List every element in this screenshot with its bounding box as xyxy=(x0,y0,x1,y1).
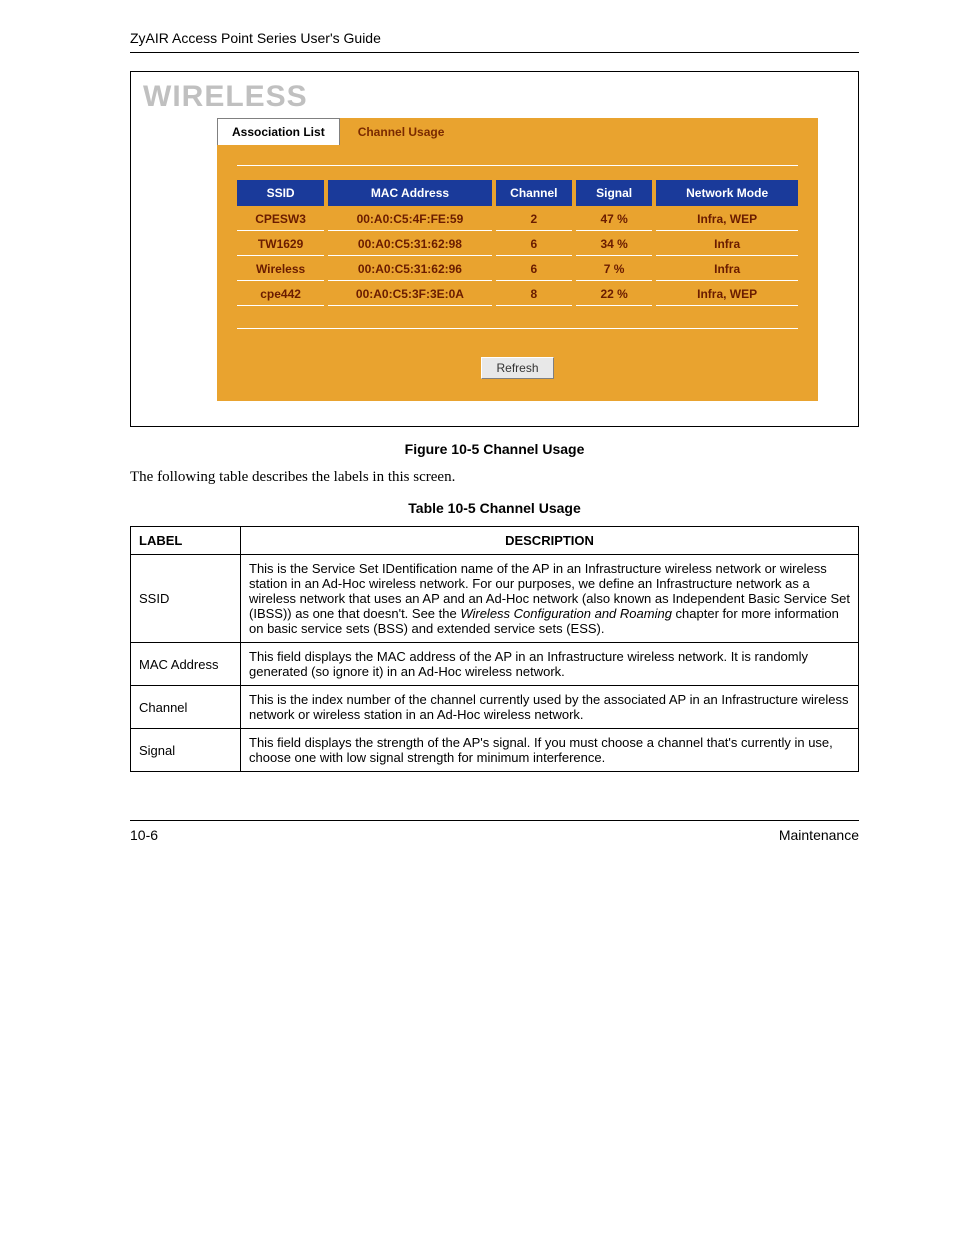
col-mac: MAC Address xyxy=(328,180,492,206)
cell-ssid: CPESW3 xyxy=(237,208,324,231)
figure-caption: Figure 10-5 Channel Usage xyxy=(130,441,859,457)
cell-signal: 7 % xyxy=(576,258,652,281)
cell-signal: 34 % xyxy=(576,233,652,256)
table-row: CPESW3 00:A0:C5:4F:FE:59 2 47 % Infra, W… xyxy=(237,208,798,231)
table-header-row: SSID MAC Address Channel Signal Network … xyxy=(237,180,798,206)
page-footer: 10-6 Maintenance xyxy=(130,820,859,843)
cell-mac: 00:A0:C5:31:62:96 xyxy=(328,258,492,281)
cell-mac: 00:A0:C5:4F:FE:59 xyxy=(328,208,492,231)
tab-association-list[interactable]: Association List xyxy=(217,118,340,145)
channel-usage-table: SSID MAC Address Channel Signal Network … xyxy=(233,178,802,308)
cell-channel: 6 xyxy=(496,258,572,281)
page-number: 10-6 xyxy=(130,827,158,843)
cell-channel: 8 xyxy=(496,283,572,306)
cell-ssid: TW1629 xyxy=(237,233,324,256)
col-signal: Signal xyxy=(576,180,652,206)
cell-description: This field displays the strength of the … xyxy=(241,729,859,772)
cell-channel: 2 xyxy=(496,208,572,231)
cell-signal: 47 % xyxy=(576,208,652,231)
table-row: cpe442 00:A0:C5:3F:3E:0A 8 22 % Infra, W… xyxy=(237,283,798,306)
cell-mode: Infra, WEP xyxy=(656,208,798,231)
table-row: Wireless 00:A0:C5:31:62:96 6 7 % Infra xyxy=(237,258,798,281)
cell-channel: 6 xyxy=(496,233,572,256)
cell-mac: 00:A0:C5:31:62:98 xyxy=(328,233,492,256)
divider xyxy=(237,165,798,166)
cell-mode: Infra xyxy=(656,233,798,256)
col-ssid: SSID xyxy=(237,180,324,206)
cell-description: This is the index number of the channel … xyxy=(241,686,859,729)
cell-label: SSID xyxy=(131,555,241,643)
intro-text: The following table describes the labels… xyxy=(130,469,859,486)
cell-description: This is the Service Set IDentification n… xyxy=(241,555,859,643)
table-row: MAC Address This field displays the MAC … xyxy=(131,643,859,686)
cell-signal: 22 % xyxy=(576,283,652,306)
divider xyxy=(237,328,798,329)
cell-ssid: Wireless xyxy=(237,258,324,281)
col-mode: Network Mode xyxy=(656,180,798,206)
table-header-row: LABEL DESCRIPTION xyxy=(131,527,859,555)
cell-description: This field displays the MAC address of t… xyxy=(241,643,859,686)
page-header: ZyAIR Access Point Series User's Guide xyxy=(130,30,859,53)
table-caption: Table 10-5 Channel Usage xyxy=(130,500,859,516)
refresh-button[interactable]: Refresh xyxy=(481,357,553,379)
cell-label: Signal xyxy=(131,729,241,772)
col-channel: Channel xyxy=(496,180,572,206)
tab-channel-usage[interactable]: Channel Usage xyxy=(344,119,459,145)
table-row: Signal This field displays the strength … xyxy=(131,729,859,772)
tabs: Association List Channel Usage xyxy=(217,118,818,145)
col-description: DESCRIPTION xyxy=(241,527,859,555)
col-label: LABEL xyxy=(131,527,241,555)
cell-label: MAC Address xyxy=(131,643,241,686)
cell-label: Channel xyxy=(131,686,241,729)
cell-mode: Infra xyxy=(656,258,798,281)
wireless-heading: WIRELESS xyxy=(143,80,858,114)
table-row: TW1629 00:A0:C5:31:62:98 6 34 % Infra xyxy=(237,233,798,256)
table-row: Channel This is the index number of the … xyxy=(131,686,859,729)
section-name: Maintenance xyxy=(779,827,859,843)
cell-mode: Infra, WEP xyxy=(656,283,798,306)
description-table: LABEL DESCRIPTION SSID This is the Servi… xyxy=(130,526,859,772)
cell-mac: 00:A0:C5:3F:3E:0A xyxy=(328,283,492,306)
table-row: SSID This is the Service Set IDentificat… xyxy=(131,555,859,643)
screenshot-panel: WIRELESS Association List Channel Usage … xyxy=(130,71,859,427)
orange-panel: Association List Channel Usage SSID MAC … xyxy=(217,118,818,401)
cell-ssid: cpe442 xyxy=(237,283,324,306)
